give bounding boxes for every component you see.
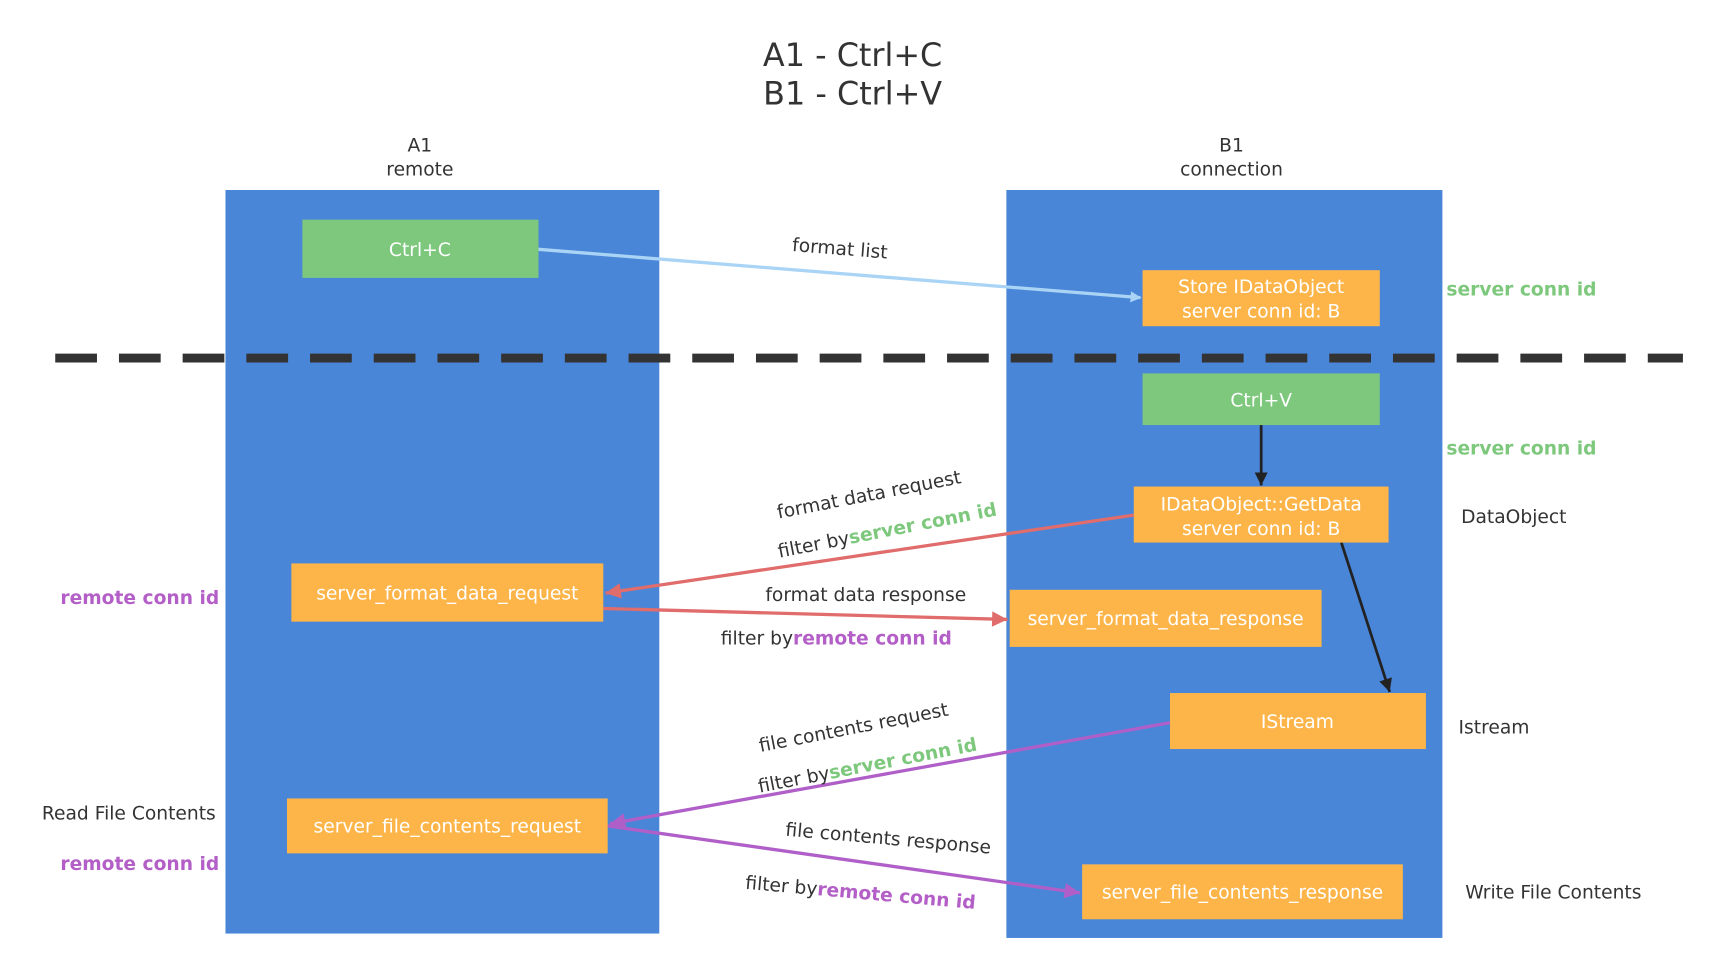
format-data-response-label: server_format_data_response (1028, 609, 1304, 630)
server-conn-id-text: server conn id (827, 735, 978, 784)
file-contents-request-arrow (609, 721, 1171, 829)
remote-conn-id-text: remote conn id (793, 629, 952, 650)
format-data-response-text: format data response (765, 585, 966, 606)
format-data-request-box: server_format_data_request (291, 563, 604, 622)
filter-by-text: filter by (721, 629, 793, 650)
file-contents-response-label: server_file_contents_response (1102, 882, 1383, 903)
file-contents-response-filter: filter byremote conn id (744, 873, 976, 914)
ctrl-v-label: Ctrl+V (1230, 390, 1292, 411)
lane-b1-role: connection (1180, 160, 1283, 181)
filter-by-text: filter by (756, 763, 831, 797)
side-remote-conn-id-1: remote conn id (60, 588, 219, 609)
format-data-request-arrow (605, 513, 1135, 599)
side-write-file-contents: Write File Contents (1465, 882, 1641, 903)
file-contents-response-box: server_file_contents_response (1082, 864, 1403, 920)
file-contents-response-arrow (607, 824, 1081, 899)
file-contents-response-text: file contents response (785, 820, 992, 859)
lane-a1-name: A1 (408, 136, 433, 157)
store-label-2: server conn id: B (1182, 301, 1340, 322)
side-dataobject: DataObject (1461, 507, 1566, 528)
istream-box: IStream (1170, 693, 1426, 750)
ctrl-c-label: Ctrl+C (389, 240, 451, 261)
ctrl-v-box: Ctrl+V (1142, 373, 1380, 426)
title-line-1: A1 - Ctrl+C (763, 36, 942, 74)
side-istream: Istream (1459, 718, 1530, 739)
getdata-label-1: IDataObject::GetData (1161, 495, 1362, 516)
format-data-response-arrow (603, 606, 1008, 627)
getdata-box: IDataObject::GetData server conn id: B (1133, 486, 1389, 543)
istream-label: IStream (1261, 712, 1334, 733)
format-data-request-label: server_format_data_request (316, 584, 578, 605)
getdata-label-2: server conn id: B (1182, 519, 1340, 540)
lane-a1-role: remote (386, 160, 453, 181)
format-list-arrow (538, 247, 1142, 303)
side-server-conn-id-2: server conn id (1446, 439, 1596, 460)
getdata-to-istream-arrow (1340, 542, 1392, 693)
svg-text:filter byremote conn id: filter byremote conn id (744, 873, 976, 914)
side-read-file-contents: Read File Contents (42, 803, 216, 824)
store-idataobject-box: Store IDataObject server conn id: B (1142, 270, 1380, 327)
lane-b1-name: B1 (1219, 136, 1244, 157)
format-data-response-box: server_format_data_response (1009, 589, 1322, 647)
format-data-response-filter: filter byremote conn id (721, 629, 952, 650)
ctrl-c-box: Ctrl+C (302, 219, 539, 278)
store-label-1: Store IDataObject (1178, 277, 1344, 298)
file-contents-request-label: server_file_contents_request (314, 817, 582, 838)
title-line-2: B1 - Ctrl+V (763, 74, 942, 112)
side-server-conn-id-1: server conn id (1446, 279, 1596, 300)
server-conn-id-text: server conn id (847, 500, 998, 549)
remote-conn-id-text: remote conn id (816, 879, 976, 914)
format-list-label: format list (791, 235, 888, 263)
side-remote-conn-id-2: remote conn id (60, 854, 219, 875)
file-contents-request-box: server_file_contents_request (286, 798, 608, 854)
filter-by-text: filter by (744, 873, 818, 900)
